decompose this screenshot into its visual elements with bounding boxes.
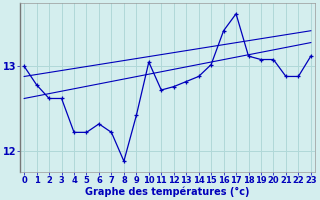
X-axis label: Graphe des températures (°c): Graphe des températures (°c)	[85, 187, 250, 197]
